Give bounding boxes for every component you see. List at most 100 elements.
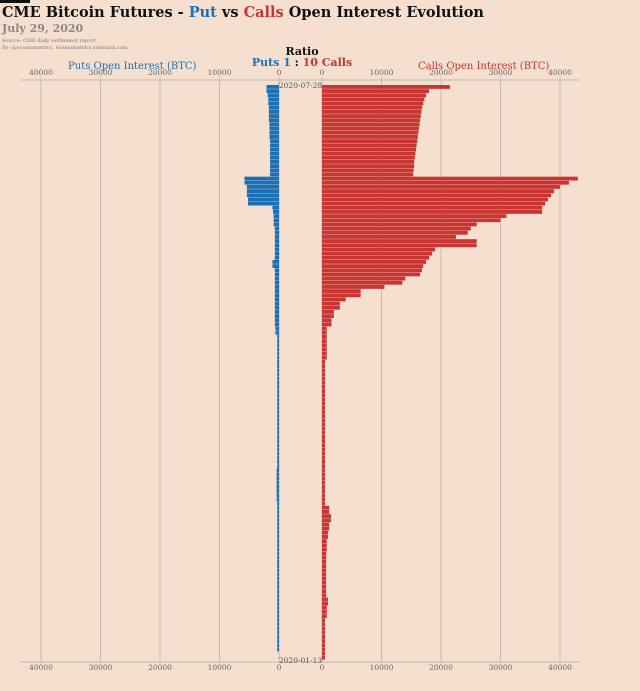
call-bar <box>322 480 325 485</box>
call-bar <box>322 143 417 148</box>
call-bar <box>322 201 546 206</box>
call-bar <box>322 235 456 239</box>
put-bar <box>277 501 279 506</box>
call-bar <box>322 555 327 560</box>
call-bar <box>322 122 420 127</box>
call-bar <box>322 597 328 602</box>
put-bar <box>276 476 279 481</box>
call-bar <box>322 543 327 548</box>
call-bar <box>322 305 340 310</box>
put-bar <box>272 260 279 264</box>
put-bar <box>277 410 279 414</box>
put-bar <box>269 135 279 139</box>
put-bar <box>270 155 279 160</box>
put-bar <box>277 451 279 456</box>
put-bar <box>273 222 279 227</box>
call-bar <box>322 330 327 335</box>
put-bar <box>272 264 279 268</box>
put-bar <box>277 443 279 448</box>
put-bar <box>274 276 279 281</box>
calls-tick-label: 10000 <box>370 663 394 672</box>
put-bar <box>274 314 279 318</box>
call-bar <box>322 610 327 614</box>
put-bar <box>277 405 279 410</box>
put-bar <box>277 372 279 377</box>
put-bar <box>277 355 279 360</box>
put-bar <box>277 455 279 460</box>
put-bar <box>277 422 279 427</box>
put-bar <box>246 193 279 198</box>
call-bar <box>322 355 327 360</box>
ratio-value: Puts 1 : 10 Calls <box>251 56 353 69</box>
puts-tick-label: 20000 <box>148 68 172 77</box>
call-bar <box>322 639 325 643</box>
call-bar <box>322 214 507 218</box>
call-bar <box>322 285 385 289</box>
put-bar <box>277 439 279 443</box>
call-bar <box>322 493 325 498</box>
call-bar <box>322 347 327 352</box>
put-bar <box>274 322 279 327</box>
put-bar <box>269 122 279 127</box>
put-bar <box>244 176 279 181</box>
put-bar <box>277 647 279 652</box>
ratio-label: Ratio <box>285 45 319 58</box>
put-bar <box>268 118 279 123</box>
call-bar <box>322 172 414 177</box>
put-bar <box>269 130 279 135</box>
call-bar <box>322 335 327 339</box>
put-bar <box>277 643 279 648</box>
call-bar <box>322 476 325 481</box>
put-bar <box>277 518 279 523</box>
put-bar <box>274 247 279 252</box>
calls-tick-label: 40000 <box>548 663 572 672</box>
put-bar <box>268 105 279 110</box>
put-bar <box>270 139 279 143</box>
call-bar <box>322 360 325 364</box>
put-bar <box>277 343 279 348</box>
put-bar <box>277 614 279 618</box>
put-bar <box>277 401 279 406</box>
call-bar <box>322 222 477 227</box>
call-bar <box>322 522 330 527</box>
put-bar <box>274 310 279 314</box>
put-bar <box>276 497 279 502</box>
call-bar <box>322 393 325 398</box>
start-date-label: 2020-07-28 <box>279 81 322 90</box>
call-bar <box>322 218 501 223</box>
put-bar <box>277 351 279 356</box>
call-bar <box>322 539 327 543</box>
put-bar <box>277 535 279 539</box>
call-bar <box>322 455 325 460</box>
put-bar <box>270 151 279 156</box>
call-bar <box>322 422 325 427</box>
call-bar <box>322 518 331 523</box>
call-bar <box>322 151 416 156</box>
call-bar <box>322 472 325 477</box>
call-bar <box>322 547 327 552</box>
call-bar <box>322 460 325 464</box>
put-bar <box>274 280 279 285</box>
put-bar <box>244 180 279 185</box>
put-bar <box>277 543 279 548</box>
put-bar <box>269 126 279 131</box>
calls-axis-title: Calls Open Interest (BTC) <box>418 61 550 72</box>
call-bar <box>322 139 418 143</box>
put-bar <box>277 505 279 510</box>
call-bar <box>322 101 424 106</box>
call-bar <box>322 501 325 506</box>
call-bar <box>322 118 421 123</box>
put-bar <box>273 218 279 223</box>
put-bar <box>277 639 279 643</box>
put-bar <box>277 510 279 514</box>
call-bar <box>322 276 406 281</box>
call-bar <box>322 380 325 385</box>
put-bar <box>277 539 279 543</box>
puts-tick-label: 30000 <box>89 663 113 672</box>
call-bar <box>322 168 414 173</box>
put-bar <box>276 480 279 485</box>
chart-date: July 29, 2020 <box>2 22 84 35</box>
put-bar <box>248 201 279 206</box>
put-bar <box>277 426 279 431</box>
call-bar <box>322 435 325 439</box>
